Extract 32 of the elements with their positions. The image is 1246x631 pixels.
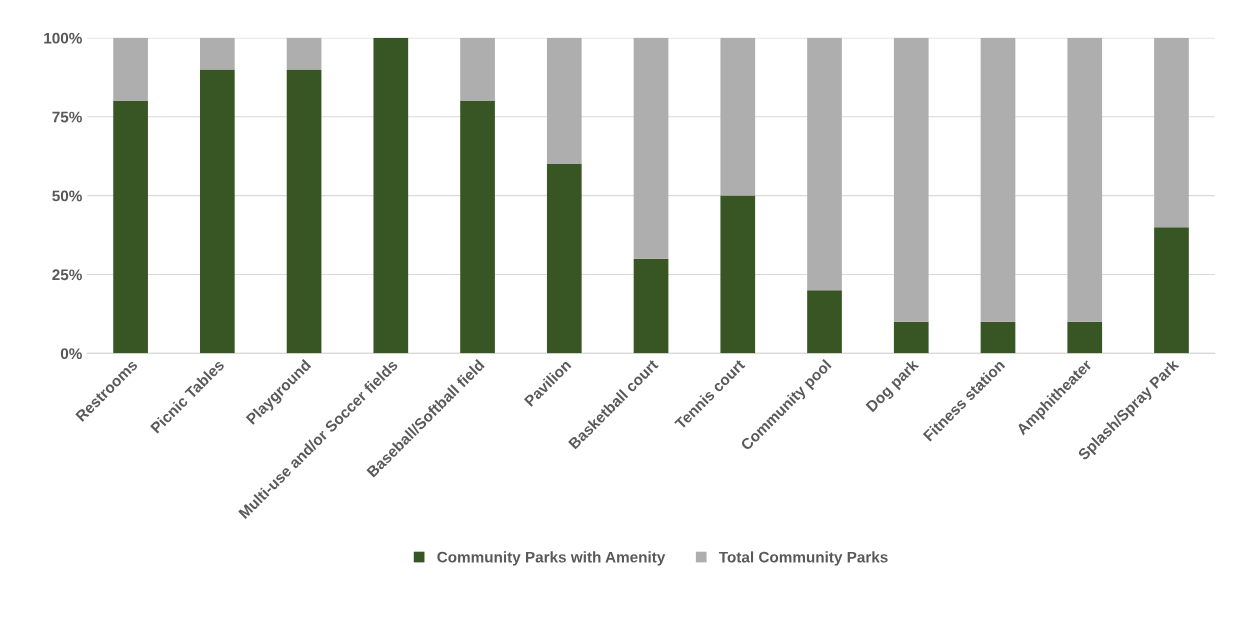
bar <box>286 37 322 70</box>
bar <box>720 37 756 196</box>
y-tick-label: 25% <box>52 269 82 281</box>
bar <box>893 321 929 354</box>
bar <box>980 321 1016 354</box>
bar <box>546 164 582 354</box>
bar <box>460 37 495 101</box>
bar <box>460 100 495 354</box>
y-tick-label: 50% <box>52 190 82 202</box>
legend-label: Total Community Parks <box>718 551 888 566</box>
bar <box>807 290 842 354</box>
bar <box>373 37 409 354</box>
bar <box>1154 227 1189 354</box>
bar <box>893 37 929 322</box>
legend-label: Community Parks with Amenity <box>437 551 666 566</box>
bar <box>286 69 322 354</box>
y-tick-label: 75% <box>52 111 82 123</box>
bar <box>633 37 669 259</box>
bar <box>113 37 148 101</box>
bar <box>980 37 1016 322</box>
bar <box>1067 321 1103 354</box>
y-tick-label: 0% <box>60 348 82 360</box>
bar <box>807 37 842 291</box>
y-tick-label: 100% <box>44 32 82 44</box>
bar <box>633 258 669 354</box>
bar <box>199 69 235 354</box>
bar <box>720 195 756 354</box>
bar <box>1154 37 1189 228</box>
bar <box>1067 37 1103 322</box>
bar <box>113 100 148 354</box>
bar <box>199 37 235 70</box>
bar <box>546 37 582 165</box>
